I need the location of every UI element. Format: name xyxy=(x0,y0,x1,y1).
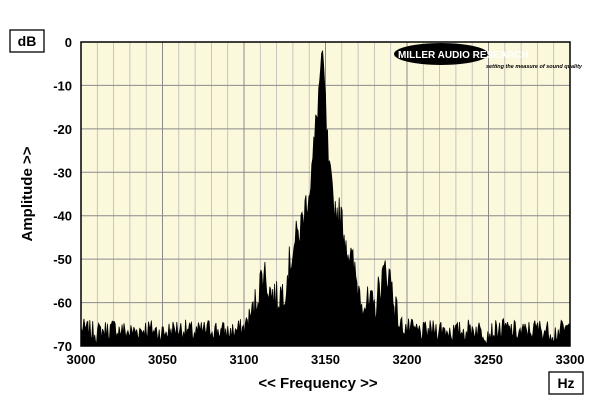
spectrum-area xyxy=(80,50,571,347)
y-tick-label: -10 xyxy=(53,78,72,93)
y-tick-label: -40 xyxy=(53,209,72,224)
y-unit-label: dB xyxy=(18,33,37,49)
y-tick-label: -70 xyxy=(53,339,72,354)
y-unit-box: dB xyxy=(9,29,45,53)
x-tick-label: 3050 xyxy=(148,352,177,367)
x-tick-label: 3100 xyxy=(230,352,259,367)
x-tick-label: 3300 xyxy=(556,352,585,367)
y-tick-labels: 0 -10 -20 -30 -40 -50 -60 -70 xyxy=(53,35,72,354)
y-tick-label: -50 xyxy=(53,252,72,267)
y-tick-label: -20 xyxy=(53,122,72,137)
x-axis-title: << Frequency >> xyxy=(258,375,377,392)
x-tick-label: 3200 xyxy=(393,352,422,367)
y-tick-label: -30 xyxy=(53,165,72,180)
x-tick-label: 3000 xyxy=(67,352,96,367)
x-tick-label: 3150 xyxy=(311,352,340,367)
y-tick-label: 0 xyxy=(65,35,72,50)
x-unit-label: Hz xyxy=(557,375,574,391)
miller-audio-research-logo: MILLER AUDIO RESEARCH setting the measur… xyxy=(394,43,583,70)
x-tick-labels: 3000 3050 3100 3150 3200 3250 3300 xyxy=(67,352,585,367)
logo-brand-text: MILLER AUDIO RESEARCH xyxy=(398,50,529,61)
x-unit-box: Hz xyxy=(548,371,584,395)
x-tick-label: 3250 xyxy=(474,352,503,367)
logo-tagline-text: setting the measure of sound quality xyxy=(486,64,583,70)
y-axis-title: Amplitude >> xyxy=(19,146,36,241)
plot-frame xyxy=(80,41,571,347)
y-tick-label: -60 xyxy=(53,296,72,311)
